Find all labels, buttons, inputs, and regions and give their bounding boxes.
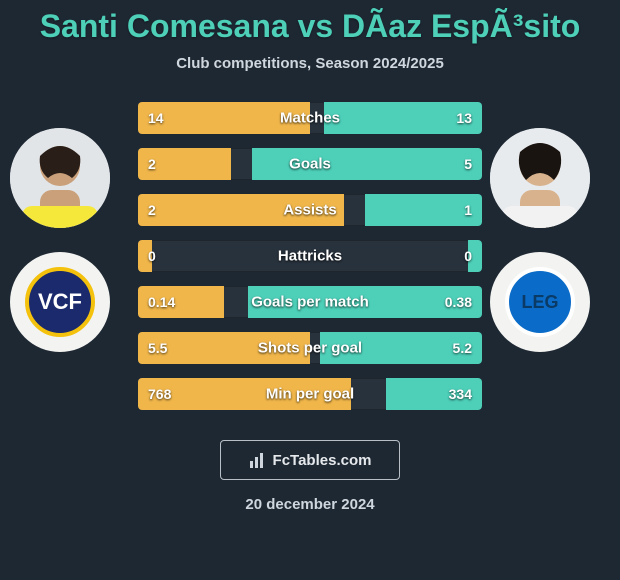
page-title: Santi Comesana vs DÃ­az EspÃ³sito: [0, 0, 620, 45]
stat-row: 768 334 Min per goal: [138, 378, 482, 410]
value-right: 334: [449, 386, 472, 402]
player-right-club-badge: LEG: [490, 252, 590, 352]
value-left: 14: [148, 110, 164, 126]
stat-label: Matches: [280, 110, 340, 127]
value-left: 2: [148, 156, 156, 172]
stat-label: Min per goal: [266, 386, 354, 403]
stat-row: 0.14 0.38 Goals per match: [138, 286, 482, 318]
branding-badge: FcTables.com: [220, 440, 400, 480]
player-left-club-badge: VCF: [10, 252, 110, 352]
branding-text: FcTables.com: [273, 452, 372, 469]
value-left: 0.14: [148, 294, 175, 310]
stat-label: Hattricks: [278, 248, 342, 265]
value-left: 5.5: [148, 340, 167, 356]
stat-row: 2 5 Goals: [138, 148, 482, 180]
bars-icon: [249, 451, 267, 469]
stat-label: Goals per match: [251, 294, 369, 311]
club-left-text: VCF: [25, 267, 95, 337]
subtitle: Club competitions, Season 2024/2025: [0, 55, 620, 72]
stat-row: 0 0 Hattricks: [138, 240, 482, 272]
value-left: 768: [148, 386, 171, 402]
date-text: 20 december 2024: [245, 496, 374, 513]
stat-label: Goals: [289, 156, 331, 173]
value-right: 13: [456, 110, 472, 126]
value-right: 5.2: [453, 340, 472, 356]
value-left: 0: [148, 248, 156, 264]
stat-row: 5.5 5.2 Shots per goal: [138, 332, 482, 364]
value-right: 1: [464, 202, 472, 218]
player-right-avatar: [490, 128, 590, 228]
club-right-text: LEG: [505, 267, 575, 337]
value-right: 5: [464, 156, 472, 172]
value-left: 2: [148, 202, 156, 218]
value-right: 0: [464, 248, 472, 264]
stat-row: 14 13 Matches: [138, 102, 482, 134]
bar-right: [252, 148, 482, 180]
stat-label: Shots per goal: [258, 340, 362, 357]
value-right: 0.38: [445, 294, 472, 310]
stat-label: Assists: [283, 202, 336, 219]
comparison-chart: 14 13 Matches 2 5 Goals 2 1 Assists 0 0 Hattricks 0.…: [138, 102, 482, 424]
stat-row: 2 1 Assists: [138, 194, 482, 226]
player-left-avatar: [10, 128, 110, 228]
